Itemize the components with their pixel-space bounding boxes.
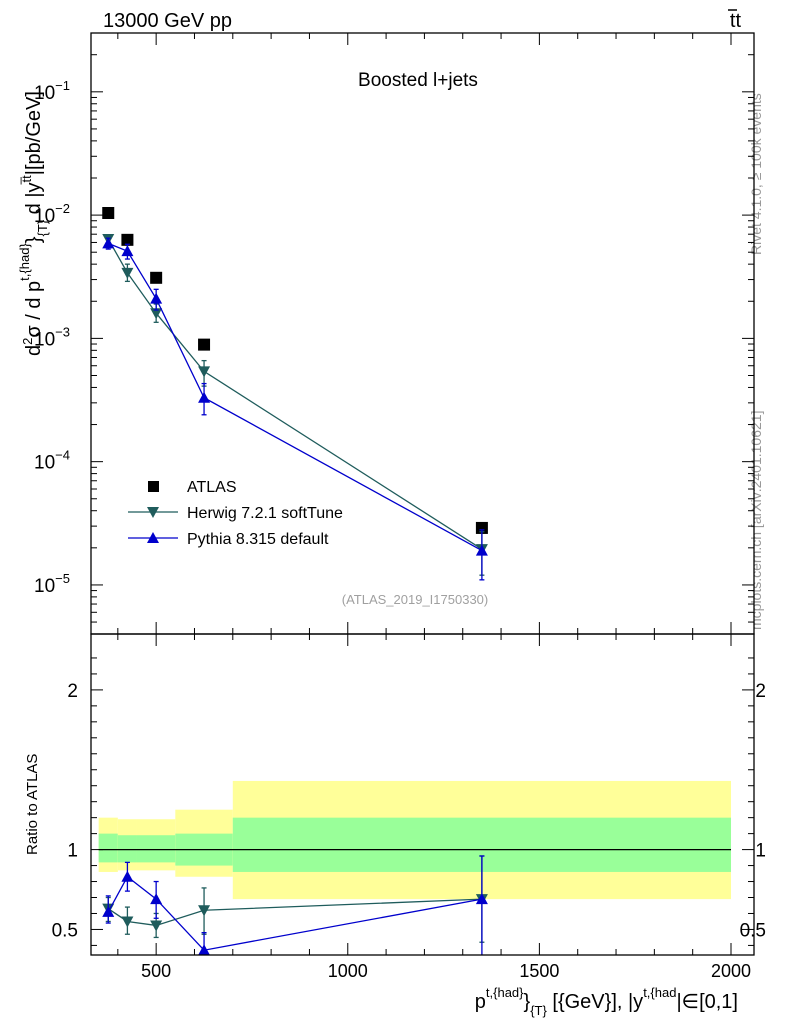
xlabel-p: p	[475, 991, 486, 1013]
ylabel-sigma: σ / d p	[23, 281, 45, 338]
ratio-x-tick-label: 1000	[328, 961, 368, 981]
ylabel-mid: d |y	[23, 182, 45, 219]
main-atlas-point	[102, 207, 115, 220]
ratio-herwig-7-2-1-softtune-line	[107, 898, 482, 927]
ratio-x-tick-label: 2000	[711, 961, 751, 981]
main-atlas-point	[121, 233, 134, 246]
ylabel-sup2: 2	[20, 338, 35, 345]
main-y-tick-base: 10	[34, 576, 55, 597]
main-y-tick-base: 10	[34, 453, 55, 474]
main-y-tick-label: 10−1	[34, 78, 70, 104]
ylabel-suffix: |[pb/GeV]	[23, 91, 45, 175]
xlabel-sup-thad: t,{had}	[486, 985, 524, 1000]
main-y-tick-label: 10−3	[34, 324, 70, 350]
xlabel-mid: [{GeV}], |y	[547, 991, 643, 1013]
ratio-x-tick-label: 500	[141, 961, 171, 981]
energy-label: 13000 GeV pp	[103, 10, 232, 32]
main-series-layer	[102, 207, 488, 581]
ratio-band-inner	[117, 835, 137, 863]
main-herwig-7-2-1-softtune-point	[121, 267, 134, 279]
ratio-y-tick-label-left: 1	[67, 841, 78, 862]
main-pythia-8-315-default-point	[198, 391, 211, 403]
legend-label-herwig: Herwig 7.2.1 softTune	[187, 505, 343, 522]
main-y-tick-exponent: −5	[55, 571, 70, 586]
ratio-series-layer	[102, 855, 488, 955]
ratio-pythia-8-315-default-point	[198, 944, 210, 955]
main-plot-title: Boosted l+jets	[358, 70, 478, 91]
ratio-band-inner	[98, 833, 118, 863]
ratio-y-tick-label-left: 0.5	[52, 920, 78, 941]
main-y-tick-exponent: −1	[55, 78, 70, 93]
ratio-herwig-7-2-1-softtune-point	[121, 916, 134, 928]
main-atlas-point	[198, 338, 211, 351]
main-x-axis	[117, 33, 732, 634]
main-panel: Boosted l+jets (ATLAS_2019_I1750330) 10−…	[17, 32, 755, 635]
ratio-frame	[90, 633, 755, 956]
main-y-tick-base: 10	[34, 83, 55, 104]
main-herwig-7-2-1-softtune-point	[150, 308, 163, 320]
process-label: tt	[730, 10, 742, 32]
legend-label-atlas: ATLAS	[187, 479, 237, 496]
main-y-tick-exponent: −2	[55, 201, 70, 216]
ylabel-brace: }	[23, 236, 45, 243]
ratio-y-axis: 0.5 0.5 1 1 2 2	[52, 657, 766, 946]
main-herwig-7-2-1-softtune-point	[198, 366, 211, 378]
main-y-tick-base: 10	[34, 329, 55, 350]
main-y-tick-base: 10	[34, 206, 55, 227]
main-atlas-point	[475, 521, 488, 534]
legend-marker-atlas	[148, 481, 159, 492]
ylabel-sup-thad: t,{had}	[17, 243, 32, 281]
main-herwig-7-2-1-softtune-line	[107, 238, 483, 550]
ylabel-sup-tt: t̅t	[19, 175, 34, 185]
main-atlas-point	[150, 271, 163, 284]
main-y-tick-label: 10−5	[34, 571, 70, 597]
xlabel-brace: }	[524, 991, 531, 1013]
ratio-pythia-8-315-default-point	[150, 893, 163, 905]
ratio-pythia-8-315-default-point	[475, 893, 488, 905]
main-y-tick-exponent: −4	[55, 448, 70, 463]
ratio-x-tick-label: 1500	[519, 961, 559, 981]
ratio-y-tick-label-right: 1	[755, 841, 766, 862]
process-label-tbar: t	[735, 10, 741, 32]
legend-marker-herwig	[147, 507, 159, 518]
legend: ATLAS Herwig 7.2.1 softTune Pythia 8.315…	[128, 479, 343, 548]
main-y-tick-label: 10−2	[34, 201, 70, 227]
main-pythia-8-315-default-point	[475, 544, 488, 556]
main-y-tick-label: 10−4	[34, 448, 70, 474]
ratio-herwig-7-2-1-softtune-point	[198, 905, 211, 917]
main-pythia-8-315-default-point	[121, 245, 134, 257]
ratio-band-inner	[136, 835, 176, 863]
ratio-herwig-7-2-1-softtune-point	[150, 920, 163, 932]
ratio-x-axis: 500 1000 1500 2000	[117, 634, 751, 981]
rivet-version-label: Rivet 4.1.0, ≥ 100k events	[748, 93, 764, 255]
ratio-pythia-8-315-default-point	[102, 905, 115, 917]
ratio-y-tick-label-right: 2	[755, 681, 766, 702]
main-pythia-8-315-default-point	[150, 292, 163, 304]
main-pythia-8-315-default-point	[102, 237, 115, 249]
ylabel-d: d	[23, 345, 45, 356]
x-axis-label: pt,{had}}{T} [{GeV}], |yt,{had|∈[0,1]	[475, 985, 738, 1018]
xlabel-sub-t: {T}	[530, 1003, 547, 1018]
main-y-axis-label: d2σ / d pt,{had}}{T} d |yt̅t|[pb/GeV]	[17, 91, 50, 356]
mcplots-label: mcplots.cern.ch [arXiv:2401.10621]	[748, 411, 764, 630]
ratio-uncertainty-bands	[98, 780, 732, 900]
ratio-panel: 0.5 0.5 1 1 2 2 500 1000 1500 2000 Ratio to ATLA…	[24, 633, 766, 1018]
ratio-y-tick-label-right: 0.5	[740, 920, 766, 941]
ratio-y-axis-label: Ratio to ATLAS	[24, 754, 41, 855]
ratio-y-tick-label-left: 2	[67, 681, 78, 702]
xlabel-suffix: |∈[0,1]	[676, 991, 738, 1013]
process-label-t: t	[730, 10, 736, 32]
analysis-id-label: (ATLAS_2019_I1750330)	[342, 592, 488, 607]
legend-marker-pythia	[147, 532, 159, 543]
ylabel-sub-t: {T}	[35, 219, 50, 236]
xlabel-sup-thad-2: t,{had	[643, 985, 676, 1000]
main-y-axis: 10−110−210−310−410−5	[34, 54, 754, 635]
legend-label-pythia: Pythia 8.315 default	[187, 531, 329, 548]
main-y-tick-exponent: −3	[55, 324, 70, 339]
ratio-pythia-8-315-default-point	[121, 870, 134, 882]
